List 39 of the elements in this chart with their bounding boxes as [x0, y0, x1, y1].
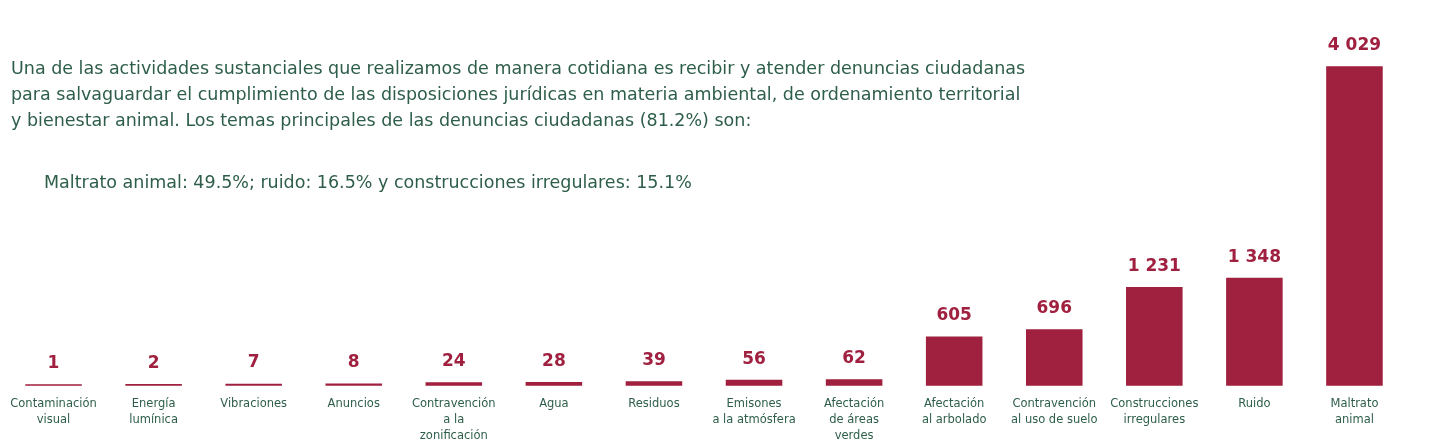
- text: Una de las actividades sustanciales que realizamos de manera cotidiana es recibir y atender denuncias ciudadanas para salvaguardar el cumplimiento de las disposiciones jurídicas en materia ambiental, de ordenamiento territorial y bienestar animal. Los temas principales de las denuncias ciudadanas (81.2%) son:: [11, 58, 1026, 130]
- data-label: 24: [441, 350, 466, 371]
- bar: [525, 382, 583, 386]
- bar: [625, 381, 683, 386]
- data-label: 1 231: [1127, 254, 1181, 275]
- x-tick-label: Contravención a la zonificación: [411, 395, 496, 439]
- bar: [925, 336, 983, 386]
- data-label: 4 029: [1327, 34, 1382, 54]
- x-tick-label: Maltrato animal: [1330, 395, 1379, 426]
- x-tick-label: Afectación de áreas verdes: [823, 395, 885, 439]
- x-tick-label: Anuncios: [327, 395, 380, 410]
- x-tick-label: Agua: [539, 395, 569, 410]
- data-label: 7: [247, 351, 260, 372]
- x-tick-label: Vibraciones: [220, 395, 288, 410]
- bar: [825, 379, 883, 386]
- bar: [1226, 277, 1283, 386]
- data-label: 1: [47, 351, 60, 372]
- x-tick-label: Ruido: [1238, 395, 1271, 410]
- data-label: 8: [347, 351, 360, 372]
- data-label: 28: [542, 349, 566, 370]
- x-tick-label: Construcciones irregulares: [1110, 395, 1199, 426]
- x-tick-label: Emisones a la atmósfera: [712, 395, 796, 426]
- bar: [1326, 66, 1383, 386]
- bar: [725, 379, 783, 386]
- data-label: 696: [1036, 297, 1072, 318]
- x-tick-label: Residuos: [628, 395, 680, 410]
- bar: [1025, 329, 1083, 386]
- bar: [1126, 287, 1183, 386]
- x-tick-label: Energía lumínica: [129, 395, 178, 426]
- data-label: 39: [642, 348, 666, 369]
- x-tick-label: Afectación al arbolado: [921, 395, 987, 426]
- data-label: 1 348: [1227, 245, 1282, 266]
- data-label: 2: [147, 351, 160, 372]
- x-tick-label: Contravención al uso de suelo: [1011, 395, 1098, 426]
- text: Maltrato animal: 49.5%; ruido: 16.5% y construcciones irregulares: 15.1%: [44, 172, 692, 192]
- data-label: 62: [842, 347, 866, 368]
- x-tick-label: Contaminación visual: [10, 395, 97, 426]
- data-label: 56: [742, 347, 766, 368]
- data-label: 605: [936, 304, 972, 325]
